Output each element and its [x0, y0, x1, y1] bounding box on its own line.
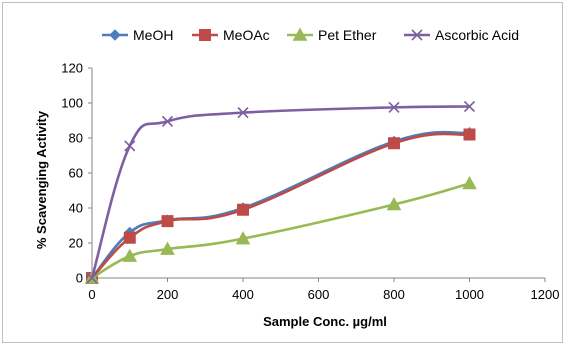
- legend-marker: [109, 29, 121, 41]
- x-tick-label: 1200: [531, 287, 560, 302]
- x-marker-stroke: [161, 115, 174, 127]
- data-point-ascorbic-acid: [388, 101, 400, 113]
- data-point-pet-ether: [122, 248, 138, 262]
- x-axis-label: Sample Conc. µg/ml: [263, 314, 387, 329]
- legend-label: MeOH: [133, 27, 173, 43]
- data-point-meoac: [161, 215, 174, 228]
- data-point-ascorbic-acid: [86, 272, 98, 284]
- data-point-meoac: [463, 128, 476, 141]
- y-tick-label: 40: [69, 201, 83, 216]
- series-line-meoac: [91, 132, 470, 279]
- data-point-pet-ether: [235, 231, 251, 245]
- legend-label: Ascorbic Acid: [435, 27, 519, 43]
- plot-area: [84, 100, 477, 284]
- x-marker-stroke: [463, 100, 476, 113]
- line-chart: MeOH MeOAc Pet Ether Ascorbic Acid 0 20 40 60 8…: [34, 27, 559, 329]
- legend-marker: [199, 29, 211, 41]
- x-tick-label: 200: [157, 287, 179, 302]
- legend-item-ascorbic-acid: Ascorbic Acid: [404, 27, 519, 43]
- data-point-ascorbic-acid: [161, 115, 174, 127]
- data-point-ascorbic-acid: [237, 107, 249, 119]
- y-tick-label: 120: [61, 61, 83, 76]
- x-marker-stroke: [237, 107, 249, 119]
- data-point-pet-ether: [462, 175, 477, 190]
- legend-item-pet-ether: Pet Ether: [287, 27, 377, 43]
- x-tick-label: 0: [88, 287, 95, 302]
- chart-frame: MeOH MeOAc Pet Ether Ascorbic Acid 0 20 40 60 8…: [2, 2, 563, 343]
- data-point-ascorbic-acid: [124, 140, 136, 152]
- x-tick-label: 800: [383, 287, 405, 302]
- data-point-pet-ether: [386, 196, 402, 211]
- data-point-meoac: [123, 231, 136, 244]
- x-tick-label: 600: [308, 287, 330, 302]
- series-line-pet-ether: [91, 182, 470, 280]
- x-marker-stroke: [124, 140, 136, 152]
- legend-item-meoac: MeOAc: [192, 27, 270, 43]
- data-point-meoac: [237, 203, 249, 216]
- series-line-meoh: [90, 130, 470, 279]
- y-axis-label: % Scavenging Activity: [34, 110, 49, 249]
- data-point-pet-ether: [160, 241, 175, 255]
- y-tick-label: 0: [76, 271, 83, 286]
- x-tick-label: 1000: [455, 287, 484, 302]
- data-point-meoac: [388, 137, 400, 150]
- legend-label: MeOAc: [223, 27, 270, 43]
- x-tick-label: 400: [232, 287, 254, 302]
- legend: MeOH MeOAc Pet Ether Ascorbic Acid: [102, 27, 519, 43]
- x-marker-stroke: [86, 272, 98, 284]
- legend-label: Pet Ether: [318, 27, 377, 43]
- x-marker-stroke: [411, 29, 423, 41]
- y-tick-label: 60: [69, 166, 83, 181]
- legend-marker: [411, 29, 423, 41]
- legend-item-meoh: MeOH: [102, 27, 173, 43]
- y-tick-label: 80: [69, 131, 83, 146]
- legend-marker: [292, 27, 308, 41]
- x-marker-stroke: [388, 101, 400, 113]
- y-tick-label: 100: [61, 96, 83, 111]
- y-tick-label: 20: [69, 236, 83, 251]
- data-point-ascorbic-acid: [463, 100, 476, 113]
